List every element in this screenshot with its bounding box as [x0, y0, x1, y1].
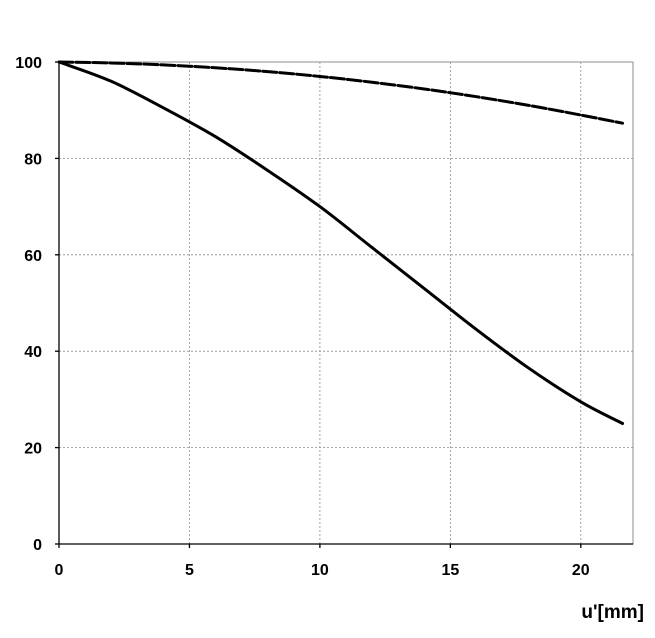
x-tick-label: 0	[55, 562, 64, 579]
series-line-2	[57, 60, 625, 425]
y-tick-label: 100	[15, 55, 42, 72]
y-tick-label: 20	[24, 441, 42, 458]
plot-frame	[58, 61, 634, 545]
tick-labels: 0 20 40 60 80 100 0 5 10 15 20	[15, 55, 590, 579]
series-layer	[57, 60, 625, 425]
y-tick-label: 40	[24, 344, 42, 361]
x-tick-label: 10	[311, 562, 329, 579]
axes	[55, 61, 633, 548]
x-axis-title: u'[mm]	[581, 602, 644, 623]
y-tick-label: 0	[33, 537, 42, 554]
y-tick-label: 60	[24, 248, 42, 265]
x-tick-label: 15	[441, 562, 459, 579]
grid	[59, 61, 633, 544]
x-tick-label: 5	[185, 562, 194, 579]
x-tick-label: 20	[572, 562, 590, 579]
series-line-1	[57, 60, 625, 125]
y-tick-label: 80	[24, 151, 42, 168]
